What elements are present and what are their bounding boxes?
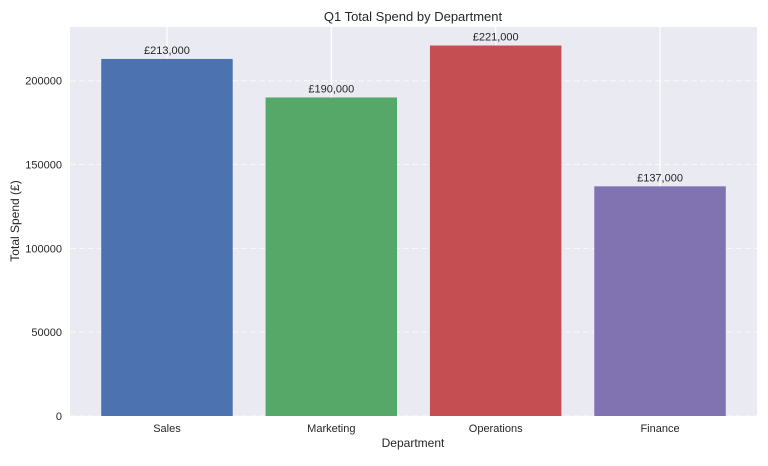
data-label: £213,000 [144,45,190,57]
bar-finance [594,186,726,416]
data-label: £221,000 [473,32,519,44]
bar-marketing [265,97,398,416]
bar-sales [101,58,233,416]
chart-title: Q1 Total Spend by Department [324,9,503,24]
x-axis-ticks: Sales Marketing Operations Finance [153,423,679,435]
y-axis-label: Total Spend (£) [8,180,22,261]
y-axis-ticks: 0 50000 100000 150000 200000 [25,76,62,423]
data-label: £190,000 [308,83,354,95]
data-label: £137,000 [637,172,683,184]
x-axis-label: Department [382,436,445,450]
data-labels: £213,000 £190,000 £221,000 £137,000 [144,32,683,185]
x-tick-label: Finance [640,423,679,435]
x-tick-label: Sales [153,423,181,435]
y-tick-label: 50000 [31,327,62,339]
x-tick-label: Operations [469,423,523,435]
y-tick-label: 0 [56,411,62,423]
x-tick-label: Marketing [307,423,355,435]
y-tick-label: 150000 [25,160,62,172]
y-tick-label: 200000 [25,76,62,88]
bars [101,45,726,417]
y-tick-label: 100000 [25,243,62,255]
bar-operations [429,45,562,417]
